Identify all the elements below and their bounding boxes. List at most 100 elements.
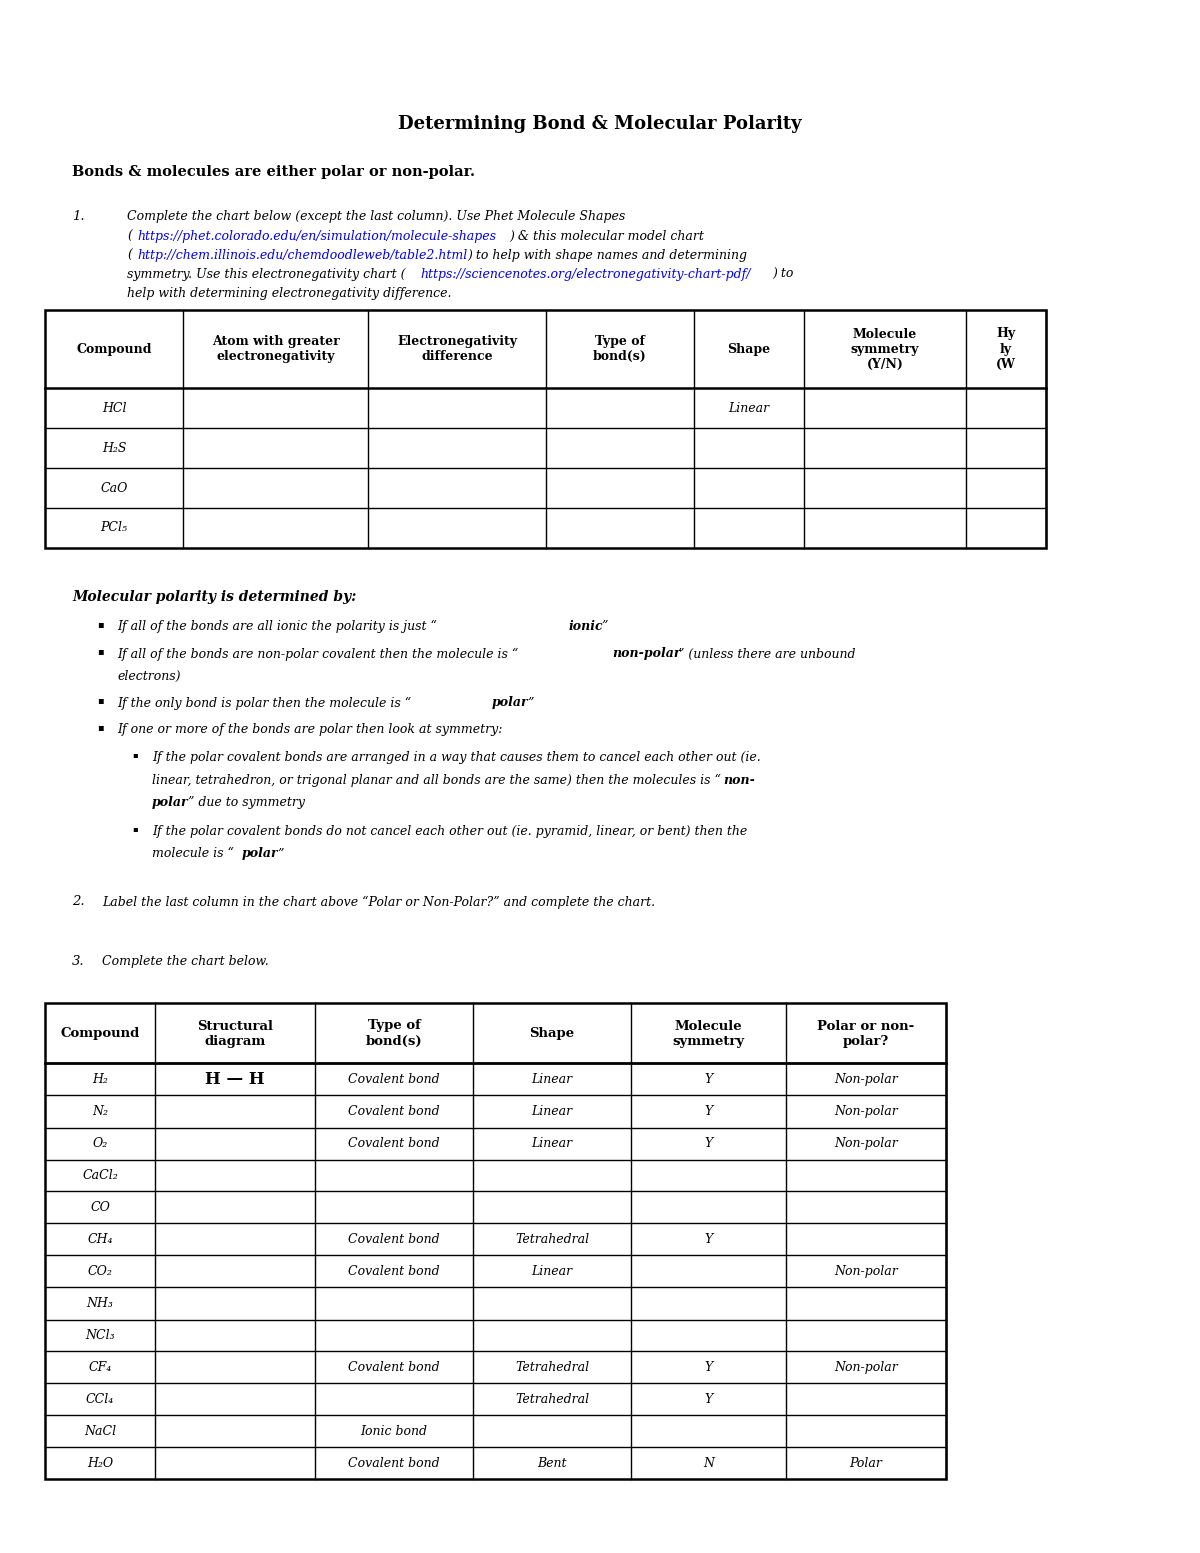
Text: CaCl₂: CaCl₂ xyxy=(82,1169,118,1182)
Text: https://sciencenotes.org/electronegativity-chart-pdf/: https://sciencenotes.org/electronegativi… xyxy=(420,269,750,281)
Text: non-: non- xyxy=(722,773,755,787)
Text: ionic: ionic xyxy=(569,620,604,634)
Text: Non-polar: Non-polar xyxy=(834,1266,898,1278)
Text: Covalent bond: Covalent bond xyxy=(348,1266,440,1278)
Text: Molecular polarity is determined by:: Molecular polarity is determined by: xyxy=(72,590,356,604)
Text: Linear: Linear xyxy=(532,1106,572,1118)
Text: Covalent bond: Covalent bond xyxy=(348,1073,440,1086)
Text: Y: Y xyxy=(704,1360,713,1374)
Text: Complete the chart below (except the last column). Use Phet Molecule Shapes: Complete the chart below (except the las… xyxy=(127,210,625,224)
Text: 1.: 1. xyxy=(72,210,85,224)
Text: Tetrahedral: Tetrahedral xyxy=(515,1360,589,1374)
Text: Shape: Shape xyxy=(529,1027,575,1041)
Text: Linear: Linear xyxy=(532,1266,572,1278)
Text: If one or more of the bonds are polar then look at symmetry:: If one or more of the bonds are polar th… xyxy=(118,724,503,736)
Text: Covalent bond: Covalent bond xyxy=(348,1106,440,1118)
Text: CCl₄: CCl₄ xyxy=(86,1393,114,1405)
Text: Non-polar: Non-polar xyxy=(834,1106,898,1118)
Text: H — H: H — H xyxy=(205,1072,265,1089)
Text: ) & this molecular model chart: ) & this molecular model chart xyxy=(509,230,704,242)
Text: If the polar covalent bonds are arranged in a way that causes them to cancel eac: If the polar covalent bonds are arranged… xyxy=(152,752,761,764)
Text: Non-polar: Non-polar xyxy=(834,1073,898,1086)
Text: Polar: Polar xyxy=(850,1457,882,1471)
Text: ▪: ▪ xyxy=(132,752,138,759)
Text: 3.: 3. xyxy=(72,955,85,969)
Text: Covalent bond: Covalent bond xyxy=(348,1360,440,1374)
Text: O₂: O₂ xyxy=(92,1137,108,1151)
Text: Y: Y xyxy=(704,1073,713,1086)
Text: Bonds & molecules are either polar or non-polar.: Bonds & molecules are either polar or no… xyxy=(72,165,475,179)
Text: ) to help with shape names and determining: ) to help with shape names and determini… xyxy=(467,248,746,262)
Text: non-polar: non-polar xyxy=(612,648,680,660)
Text: Determining Bond & Molecular Polarity: Determining Bond & Molecular Polarity xyxy=(398,115,802,134)
Text: Y: Y xyxy=(704,1106,713,1118)
Text: (: ( xyxy=(127,230,132,242)
Text: Polar or non-
polar?: Polar or non- polar? xyxy=(817,1019,914,1048)
Text: Covalent bond: Covalent bond xyxy=(348,1137,440,1151)
Text: N: N xyxy=(703,1457,714,1471)
Text: Structural
diagram: Structural diagram xyxy=(197,1019,274,1048)
Text: CO₂: CO₂ xyxy=(88,1266,113,1278)
Text: Bent: Bent xyxy=(538,1457,566,1471)
Text: ▪: ▪ xyxy=(97,648,103,657)
Text: Covalent bond: Covalent bond xyxy=(348,1457,440,1471)
Text: polar: polar xyxy=(242,848,278,860)
Text: CO: CO xyxy=(90,1200,110,1214)
Text: help with determining electronegativity difference.: help with determining electronegativity … xyxy=(127,287,451,300)
Text: H₂S: H₂S xyxy=(102,441,126,455)
Text: ”: ” xyxy=(601,620,607,634)
Text: NH₃: NH₃ xyxy=(86,1297,114,1311)
Text: CF₄: CF₄ xyxy=(89,1360,112,1374)
Text: symmetry. Use this electronegativity chart (: symmetry. Use this electronegativity cha… xyxy=(127,269,406,281)
Text: Ionic bond: Ionic bond xyxy=(360,1426,427,1438)
Text: If the only bond is polar then the molecule is “: If the only bond is polar then the molec… xyxy=(118,696,412,710)
Text: 2.: 2. xyxy=(72,896,85,909)
Text: NCl₃: NCl₃ xyxy=(85,1329,115,1342)
Text: Complete the chart below.: Complete the chart below. xyxy=(102,955,269,969)
Text: Y: Y xyxy=(704,1393,713,1405)
Text: ”: ” xyxy=(277,848,283,860)
Text: H₂O: H₂O xyxy=(86,1457,113,1471)
Text: N₂: N₂ xyxy=(92,1106,108,1118)
Text: ”: ” xyxy=(527,696,533,710)
Text: ▪: ▪ xyxy=(97,724,103,731)
Text: ) to: ) to xyxy=(772,269,793,281)
Text: (: ( xyxy=(127,248,132,262)
Bar xyxy=(46,311,1046,548)
Text: Linear: Linear xyxy=(728,402,769,415)
Text: If all of the bonds are all ionic the polarity is just “: If all of the bonds are all ionic the po… xyxy=(118,620,437,634)
Text: Hy
ly
(W: Hy ly (W xyxy=(996,328,1016,371)
Text: CaO: CaO xyxy=(101,481,127,494)
Text: ” (unless there are unbound: ” (unless there are unbound xyxy=(678,648,856,660)
Text: ▪: ▪ xyxy=(132,825,138,832)
Text: electrons): electrons) xyxy=(118,669,180,683)
Text: H₂: H₂ xyxy=(92,1073,108,1086)
Text: polar: polar xyxy=(492,696,529,710)
Text: linear, tetrahedron, or trigonal planar and all bonds are the same) then the mol: linear, tetrahedron, or trigonal planar … xyxy=(152,773,721,787)
Text: Y: Y xyxy=(704,1233,713,1246)
Text: Tetrahedral: Tetrahedral xyxy=(515,1393,589,1405)
Text: Linear: Linear xyxy=(532,1073,572,1086)
Text: Non-polar: Non-polar xyxy=(834,1137,898,1151)
Text: CH₄: CH₄ xyxy=(88,1233,113,1246)
Text: polar: polar xyxy=(152,797,188,809)
Text: https://phet.colorado.edu/en/simulation/molecule-shapes: https://phet.colorado.edu/en/simulation/… xyxy=(137,230,496,242)
Bar xyxy=(46,1003,946,1480)
Text: NaCl: NaCl xyxy=(84,1426,116,1438)
Text: Linear: Linear xyxy=(532,1137,572,1151)
Text: Covalent bond: Covalent bond xyxy=(348,1233,440,1246)
Text: Electronegativity
difference: Electronegativity difference xyxy=(397,335,517,363)
Text: Tetrahedral: Tetrahedral xyxy=(515,1233,589,1246)
Text: If the polar covalent bonds do not cancel each other out (ie. pyramid, linear, o: If the polar covalent bonds do not cance… xyxy=(152,825,748,839)
Text: Atom with greater
electronegativity: Atom with greater electronegativity xyxy=(211,335,340,363)
Text: ▪: ▪ xyxy=(97,696,103,705)
Text: ▪: ▪ xyxy=(97,620,103,629)
Text: Molecule
symmetry: Molecule symmetry xyxy=(672,1019,744,1048)
Text: Type of
bond(s): Type of bond(s) xyxy=(593,335,647,363)
Text: Non-polar: Non-polar xyxy=(834,1360,898,1374)
Text: Y: Y xyxy=(704,1137,713,1151)
Text: http://chem.illinois.edu/chemdoodleweb/table2.html: http://chem.illinois.edu/chemdoodleweb/t… xyxy=(137,248,467,262)
Text: Type of
bond(s): Type of bond(s) xyxy=(366,1019,422,1048)
Text: HCl: HCl xyxy=(102,402,126,415)
Text: Molecule
symmetry
(Y/N): Molecule symmetry (Y/N) xyxy=(851,328,919,371)
